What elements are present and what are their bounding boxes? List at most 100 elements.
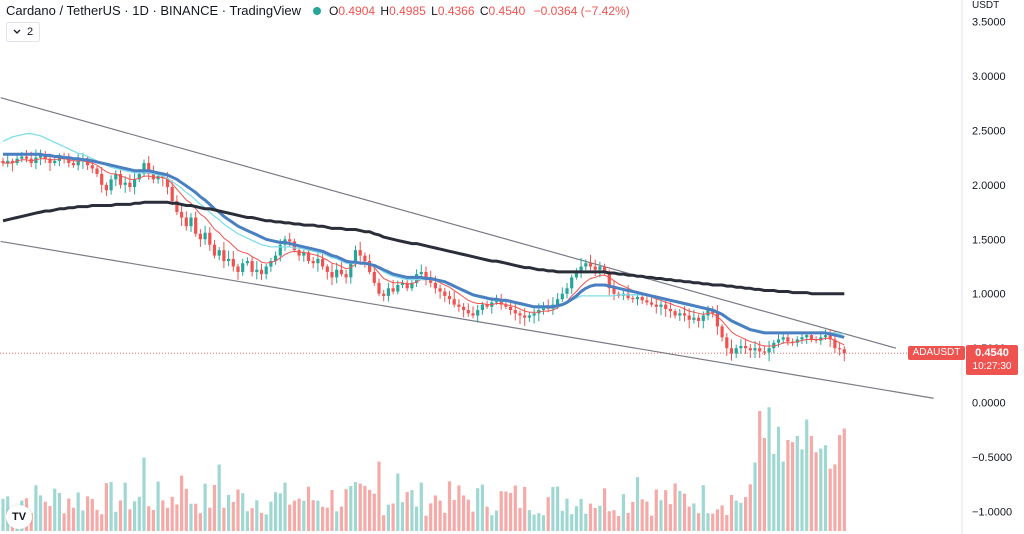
volume-bar: [109, 482, 113, 531]
volume-bar: [429, 503, 433, 531]
close-label: C: [479, 3, 489, 18]
volume-bar: [288, 504, 292, 531]
volume-bar: [617, 515, 621, 531]
candle-body: [133, 179, 137, 188]
candle-body: [612, 288, 616, 294]
volume-bar: [400, 502, 405, 531]
volume-bar: [565, 498, 569, 531]
open-value: 0.4904: [338, 3, 376, 18]
volume-bar: [170, 496, 174, 531]
volume-bar: [133, 501, 137, 531]
candle-body: [593, 266, 597, 270]
volume-bar: [250, 508, 254, 531]
candle-body: [217, 250, 221, 256]
candle-body: [739, 345, 743, 349]
volume-bar: [114, 511, 118, 531]
candle-body: [335, 269, 339, 278]
volume-bar: [71, 507, 76, 531]
symbol-title[interactable]: Cardano / TetherUS · 1D · BINANCE · Trad…: [6, 3, 302, 18]
volume-bar: [269, 501, 273, 531]
candle-body: [527, 315, 531, 318]
candle-body: [607, 271, 611, 289]
volume-bar: [128, 509, 132, 531]
candle-body: [194, 217, 198, 234]
axis-tick-label: 2.5000: [972, 125, 1006, 137]
volume-bar: [184, 488, 188, 531]
price-gridlines: [0, 0, 963, 534]
indicators-toggle-button[interactable]: 2: [6, 22, 41, 42]
candle-body: [212, 244, 217, 256]
volume-bar: [382, 515, 386, 531]
volume-bar: [452, 500, 456, 531]
volume-bar: [180, 475, 184, 531]
volume-bar: [405, 491, 409, 531]
candle-body: [598, 266, 602, 270]
candle-body: [654, 304, 658, 307]
candle-body: [76, 160, 80, 166]
open-label: O: [329, 3, 339, 18]
volume-bar: [208, 507, 212, 531]
candlesticks: [1, 149, 846, 362]
volume-bar: [316, 500, 320, 531]
volume-bar: [48, 506, 52, 531]
candle-body: [353, 250, 358, 264]
ma-black-line: [2, 200, 845, 296]
axis-tick-label: 3.0000: [972, 71, 1006, 83]
volume-bar: [203, 483, 207, 531]
candle-body: [659, 304, 663, 307]
volume-bar: [786, 439, 790, 531]
volume-bar: [311, 500, 315, 531]
indicators-count: 2: [27, 26, 34, 38]
candle-body: [184, 217, 188, 227]
volume-bar: [189, 503, 193, 531]
candle-body: [776, 339, 781, 343]
volume-bar: [335, 511, 339, 531]
candle-body: [349, 263, 353, 278]
candle-body: [100, 173, 104, 185]
axis-tick-label: −1.0000: [972, 507, 1012, 519]
axis-unit[interactable]: USDT: [972, 0, 1000, 11]
candle-body: [278, 244, 282, 256]
volume-bar: [231, 501, 235, 531]
lower-trendline: [0, 240, 934, 399]
candle-body: [504, 304, 508, 307]
candle-body: [800, 337, 804, 340]
axis-tick-label: 1.5000: [972, 234, 1006, 246]
volume-bar: [711, 513, 715, 531]
volume-bar: [833, 464, 837, 531]
candle-body: [471, 313, 475, 316]
volume-bar: [574, 506, 578, 531]
candle-body: [509, 306, 513, 311]
volume-bar: [504, 491, 508, 531]
chart-header: Cardano / TetherUS · 1D · BINANCE · Trad…: [6, 3, 630, 18]
volume-bar: [156, 481, 160, 531]
candle-body: [382, 293, 386, 296]
volume-bar: [640, 499, 644, 531]
candle-body: [438, 288, 442, 292]
bar-countdown: 10:27:30: [972, 361, 1012, 372]
volume-bar: [687, 506, 691, 531]
candle-body: [405, 282, 409, 289]
volume-bar: [53, 488, 57, 531]
volume-bar: [546, 497, 550, 531]
volume-bar: [523, 486, 527, 531]
volume-bar: [57, 492, 61, 531]
candle-body: [447, 295, 452, 300]
candle-body: [574, 271, 578, 278]
trend-channel[interactable]: [0, 97, 934, 399]
candle-body: [791, 341, 795, 343]
candle-body: [151, 173, 155, 180]
volume-bar: [772, 453, 776, 531]
tradingview-logo-icon[interactable]: TV: [6, 505, 32, 529]
volume-bar: [255, 500, 259, 531]
volume-bar: [598, 505, 602, 531]
price-axis[interactable]: 3.50003.00002.50002.00001.50001.00000.50…: [963, 0, 1024, 534]
volume-bar: [227, 494, 231, 531]
candle-body: [697, 317, 701, 321]
volume-bar: [325, 507, 329, 531]
candle-body: [344, 274, 348, 278]
volume-bar: [1, 498, 5, 531]
volume-bar: [194, 503, 198, 531]
candle-body: [250, 261, 254, 272]
